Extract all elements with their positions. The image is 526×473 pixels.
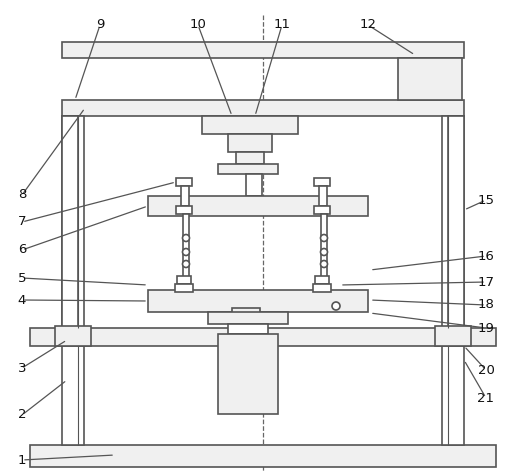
Text: 1: 1 [18,454,26,466]
Text: 6: 6 [18,244,26,256]
Bar [314,206,330,214]
Bar [177,276,191,284]
Bar [148,290,368,312]
Text: 8: 8 [18,189,26,201]
Bar [62,346,84,445]
Circle shape [332,302,340,310]
Text: 4: 4 [18,294,26,307]
Bar [314,178,330,186]
Bar [228,134,272,152]
Text: 18: 18 [478,298,494,312]
Bar [321,214,327,282]
Bar [55,326,91,346]
Text: 5: 5 [18,272,26,284]
Text: 19: 19 [478,322,494,334]
Text: 20: 20 [478,363,494,377]
Circle shape [183,248,189,255]
Bar [315,276,329,284]
Bar [181,186,189,206]
Text: 21: 21 [478,392,494,404]
Bar [435,326,471,346]
Bar [30,445,496,467]
Bar [448,116,464,328]
Bar [62,100,464,116]
Bar [442,116,464,328]
Circle shape [183,235,189,242]
Text: 16: 16 [478,249,494,263]
Bar [62,42,464,58]
Bar [62,116,78,328]
Bar [30,328,496,346]
Circle shape [320,235,328,242]
Bar [175,284,193,292]
Bar [218,164,278,174]
Text: 2: 2 [18,409,26,421]
Bar [176,206,192,214]
Circle shape [320,261,328,268]
Text: 11: 11 [274,18,290,32]
Text: 10: 10 [189,18,206,32]
Bar [232,308,260,314]
Bar [246,174,262,196]
Text: 3: 3 [18,361,26,375]
Bar [319,186,327,206]
Bar [183,214,189,282]
Text: 9: 9 [96,18,104,32]
Bar [202,116,298,134]
Circle shape [183,261,189,268]
Text: 17: 17 [478,275,494,289]
Bar [313,284,331,292]
Bar [228,324,268,334]
Bar [148,196,368,216]
Text: 15: 15 [478,193,494,207]
Circle shape [320,248,328,255]
Bar [218,334,278,414]
Bar [442,346,464,445]
Bar [236,152,264,164]
Bar [176,178,192,186]
Text: 12: 12 [359,18,377,32]
Bar [208,312,288,324]
Bar [398,58,462,100]
Bar [62,116,84,328]
Text: 7: 7 [18,216,26,228]
